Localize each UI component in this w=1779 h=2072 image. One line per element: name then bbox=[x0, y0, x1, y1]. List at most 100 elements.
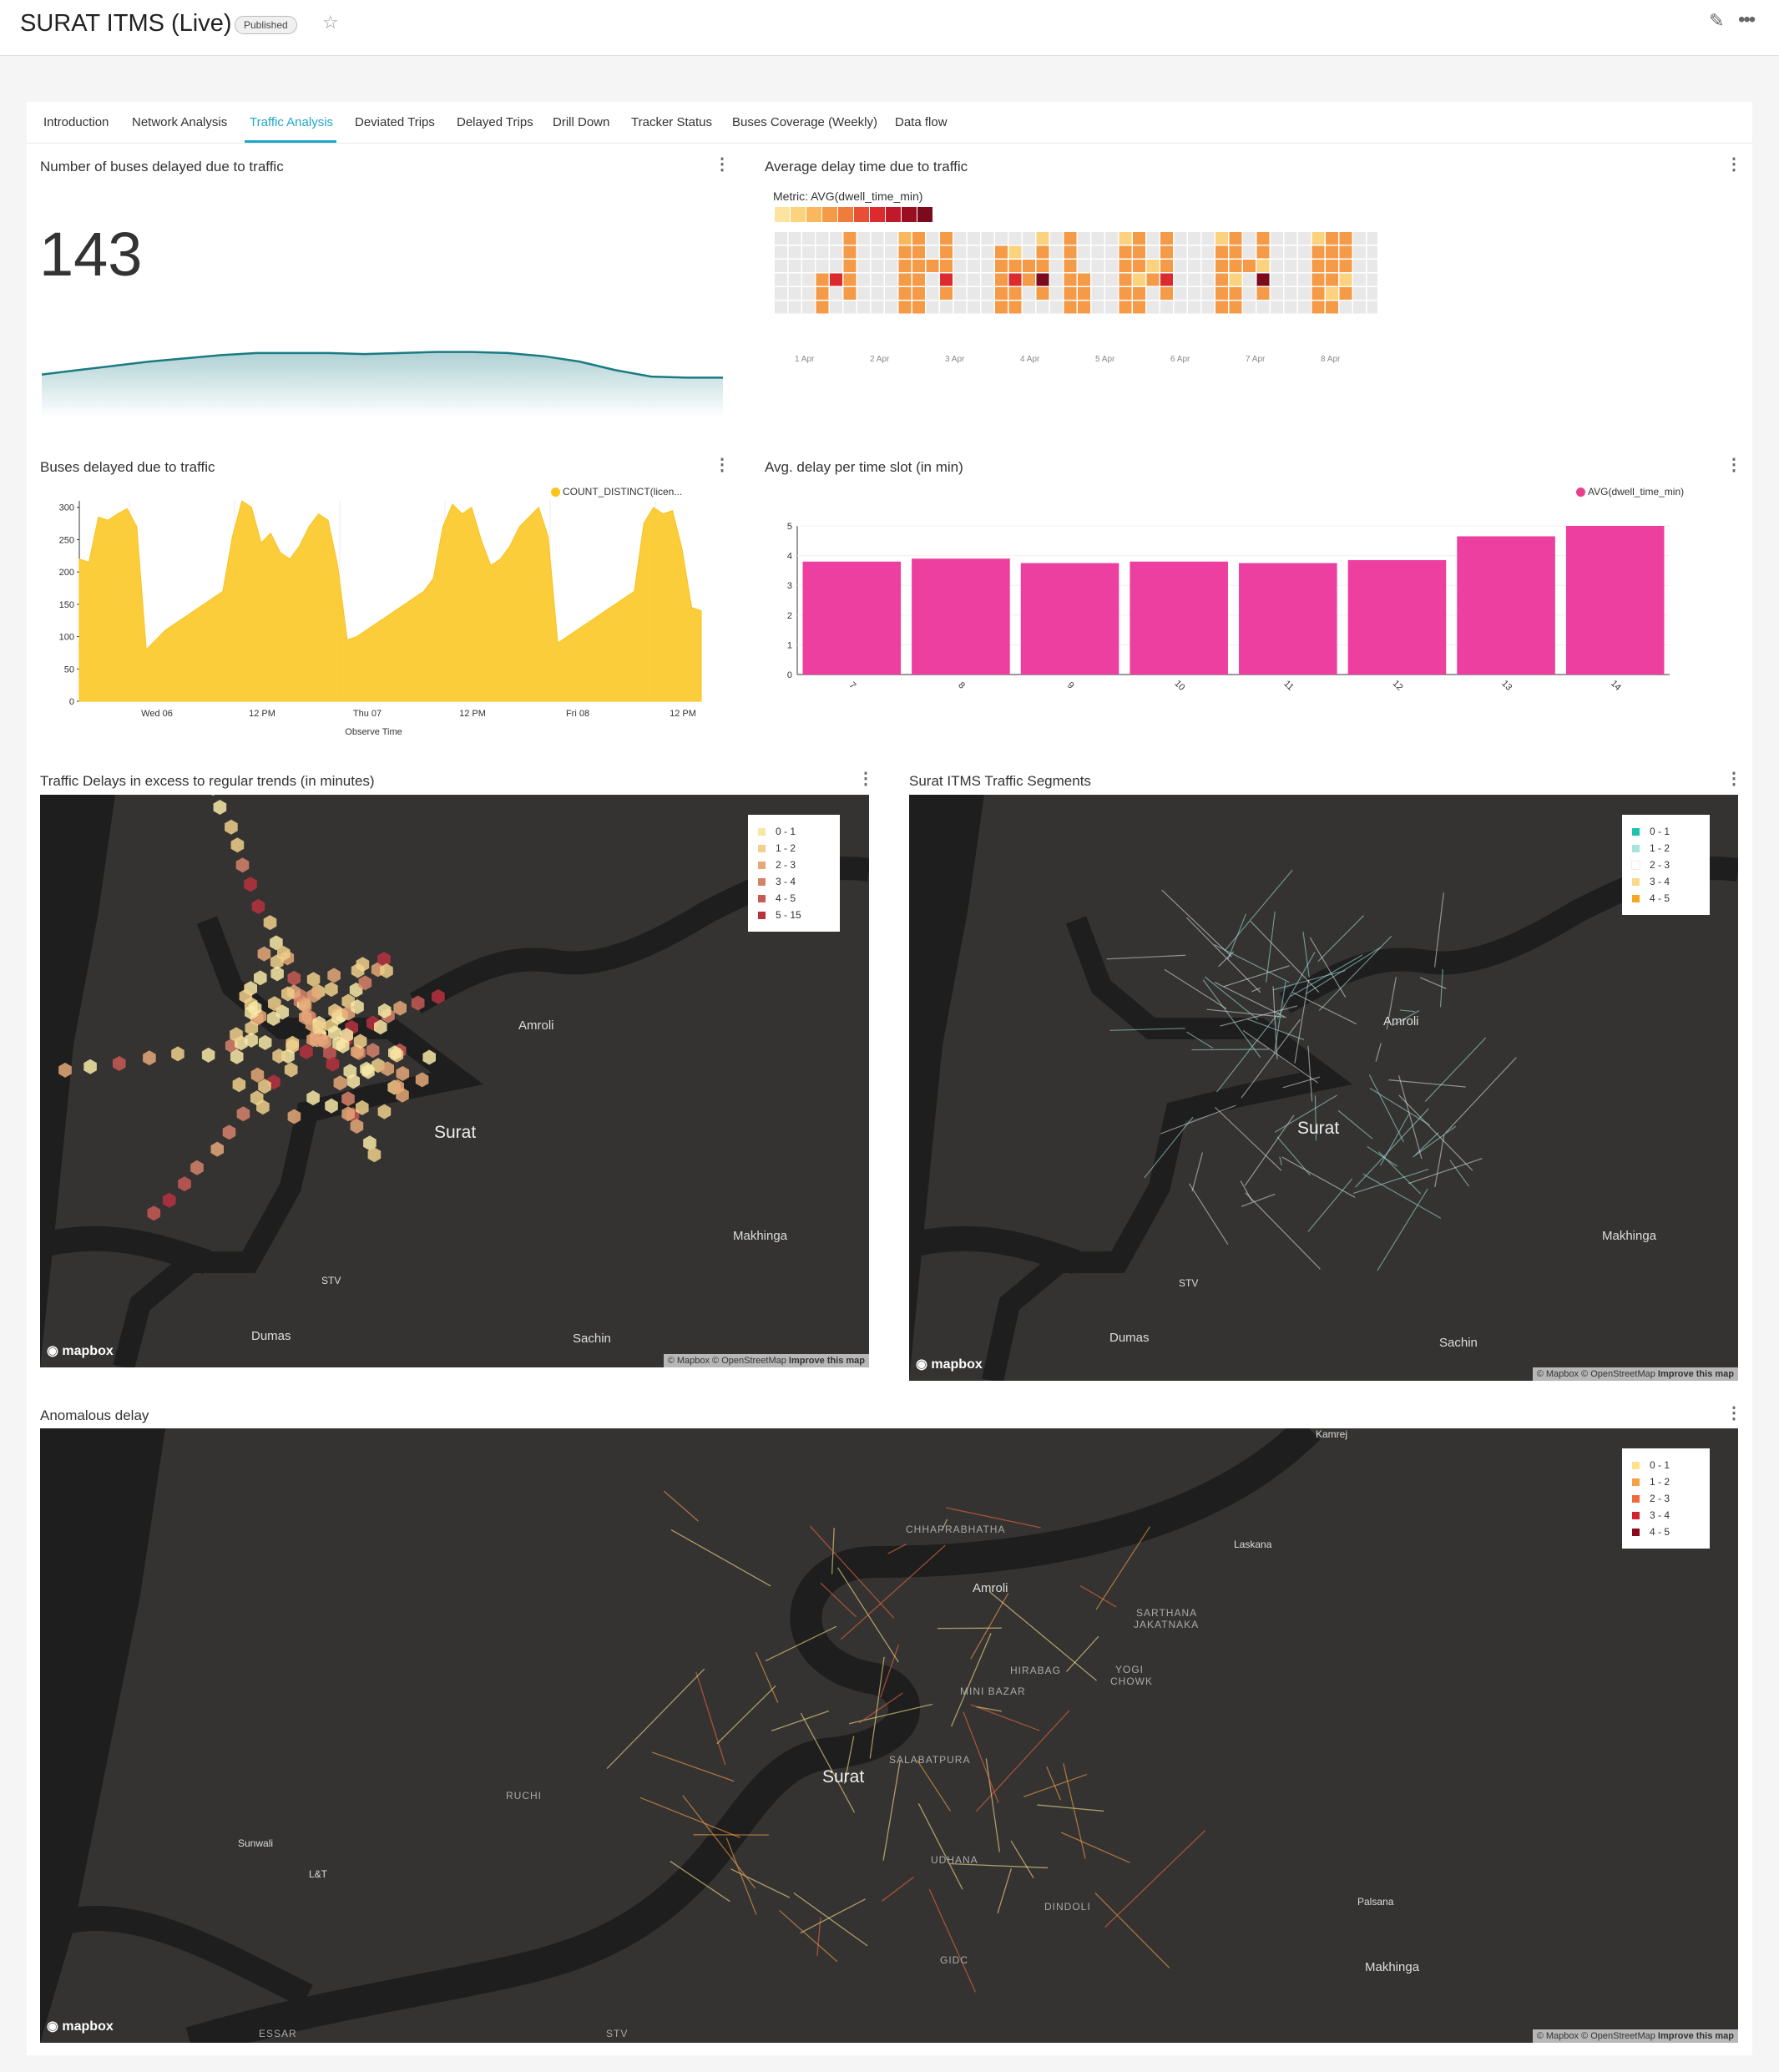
hexbin bbox=[381, 1061, 394, 1077]
y-tick-label: 300 bbox=[59, 503, 74, 513]
heatmap-cell bbox=[1064, 232, 1077, 245]
hexbin bbox=[213, 800, 227, 815]
bar bbox=[802, 561, 902, 675]
heatmap-cell bbox=[857, 287, 870, 300]
mapbox-logo[interactable]: ◉ mapbox bbox=[47, 1344, 114, 1358]
road-segment bbox=[1352, 1169, 1429, 1195]
map2-legend: 0 - 1 1 - 2 2 - 3 3 - 4 4 - 5 bbox=[1622, 815, 1710, 915]
heatmap-cell bbox=[940, 301, 953, 314]
heatmap-cell bbox=[1078, 287, 1090, 300]
road-segment bbox=[970, 1704, 1040, 1731]
road-segment bbox=[1063, 1763, 1086, 1859]
x-tick-label: 10 bbox=[1172, 679, 1186, 693]
heatmap-x-tick: 7 Apr bbox=[1246, 355, 1266, 364]
road-segment bbox=[1241, 1193, 1276, 1207]
published-badge[interactable]: Published bbox=[235, 16, 297, 34]
heatmap-cell bbox=[981, 260, 994, 272]
heatmap-cell bbox=[857, 301, 870, 314]
area-legend[interactable]: COUNT_DISTINCT(licen... bbox=[551, 486, 682, 498]
map-canvas[interactable] bbox=[40, 1428, 1738, 2043]
heatmap-cell bbox=[802, 232, 815, 245]
heatmap-cell bbox=[995, 232, 1008, 245]
legend-row: 1 - 2 bbox=[758, 840, 830, 857]
heatmap-cell bbox=[816, 260, 829, 272]
legend-label: 0 - 1 bbox=[776, 826, 796, 837]
legend-label: 3 - 4 bbox=[776, 876, 796, 887]
mapbox-logo[interactable]: ◉ mapbox bbox=[47, 2019, 114, 2034]
card-menu-icon[interactable]: ⋮ bbox=[1726, 1404, 1742, 1423]
map-attribution[interactable]: © Mapbox © OpenStreetMap Improve this ma… bbox=[663, 1354, 869, 1367]
map-label: Kamrej bbox=[1316, 1428, 1348, 1440]
card-menu-icon[interactable]: ⋮ bbox=[1726, 456, 1742, 474]
card-menu-icon[interactable]: ⋮ bbox=[1726, 770, 1742, 788]
road-segment bbox=[941, 1519, 948, 1532]
heatmap-cell bbox=[1050, 232, 1063, 245]
bar-legend[interactable]: AVG(dwell_time_min) bbox=[1576, 486, 1684, 498]
heatmap-cell bbox=[1174, 245, 1187, 259]
heatmap-cell bbox=[830, 287, 842, 300]
hexbin bbox=[113, 1056, 126, 1071]
road-segment bbox=[1023, 1773, 1088, 1798]
favorite-star-icon[interactable]: ☆ bbox=[322, 12, 339, 33]
map-label: Surat bbox=[1297, 1119, 1340, 1138]
road-segment bbox=[1144, 1116, 1194, 1179]
heatmap-cell bbox=[1174, 287, 1187, 300]
legend-label: 4 - 5 bbox=[1650, 1526, 1670, 1538]
map-attribution[interactable]: © Mapbox © OpenStreetMap Improve this ma… bbox=[1532, 1367, 1738, 1381]
card-menu-icon[interactable]: ⋮ bbox=[1726, 155, 1742, 174]
heatmap-cell bbox=[1312, 245, 1325, 259]
heatmap-cell bbox=[816, 287, 829, 300]
heatmap-cell bbox=[1367, 232, 1377, 245]
heatmap-cell bbox=[1215, 273, 1228, 286]
heatmap-cell bbox=[1243, 232, 1256, 245]
hexbin bbox=[143, 1050, 156, 1066]
map-label: JAKATNAKA bbox=[1134, 1619, 1200, 1630]
road-segment bbox=[879, 1644, 900, 1698]
road-segment bbox=[1369, 1088, 1431, 1126]
hexbin bbox=[256, 1099, 270, 1115]
bar bbox=[1130, 561, 1228, 675]
anomalous-delay-map[interactable]: Kamrej CHHAPRABHATHA Laskana Amroli SART… bbox=[40, 1428, 1738, 2043]
hexbin bbox=[306, 1090, 320, 1106]
tab-introduction[interactable]: Introduction bbox=[43, 115, 109, 129]
map-canvas[interactable] bbox=[909, 795, 1738, 1381]
tab-traffic-analysis[interactable]: Traffic Analysis bbox=[250, 115, 334, 129]
heatmap-cell bbox=[802, 287, 815, 300]
heatmap-x-tick: 1 Apr bbox=[795, 355, 815, 364]
tab-buses-coverage[interactable]: Buses Coverage (Weekly) bbox=[732, 115, 877, 129]
card-menu-icon[interactable]: ⋮ bbox=[714, 155, 730, 174]
heatmap-cell bbox=[1064, 260, 1077, 272]
road-segment bbox=[1214, 982, 1285, 1018]
heatmap-cell bbox=[981, 232, 994, 245]
tab-drill-down[interactable]: Drill Down bbox=[553, 115, 610, 129]
heatmap-cell bbox=[843, 245, 857, 259]
legend-row: 3 - 4 bbox=[1632, 1507, 1700, 1524]
more-options-icon[interactable]: ••• bbox=[1738, 8, 1756, 31]
tab-network-analysis[interactable]: Network Analysis bbox=[132, 115, 228, 129]
heatmap-cell bbox=[1284, 287, 1297, 300]
heatmap-cell bbox=[843, 301, 857, 314]
hexbin bbox=[257, 946, 271, 962]
edit-pencil-icon[interactable]: ✎ bbox=[1709, 10, 1725, 31]
heatmap-cell bbox=[1064, 301, 1077, 314]
tab-deviated-trips[interactable]: Deviated Trips bbox=[355, 115, 435, 129]
hexbin bbox=[374, 1019, 387, 1035]
heatmap-cell bbox=[871, 287, 884, 300]
card-menu-icon[interactable]: ⋮ bbox=[857, 770, 874, 788]
heatmap-cell bbox=[968, 232, 980, 245]
heatmap-cell bbox=[816, 301, 829, 314]
tab-data-flow[interactable]: Data flow bbox=[895, 115, 948, 129]
mapbox-logo[interactable]: ◉ mapbox bbox=[916, 1357, 983, 1372]
heatmap-cell bbox=[1105, 232, 1118, 245]
hexbin-map[interactable]: Amroli Surat Makhinga STV Dumas Sachin 0… bbox=[40, 795, 869, 1367]
tab-delayed-trips[interactable]: Delayed Trips bbox=[457, 115, 533, 129]
road-segment bbox=[858, 1692, 903, 1724]
card-menu-icon[interactable]: ⋮ bbox=[714, 456, 730, 474]
map-canvas[interactable] bbox=[40, 795, 869, 1367]
hexbin bbox=[287, 1109, 301, 1124]
map-attribution[interactable]: © Mapbox © OpenStreetMap Improve this ma… bbox=[1532, 2029, 1738, 2043]
segments-map[interactable]: Amroli Surat Makhinga STV Dumas Sachin 0… bbox=[909, 795, 1738, 1381]
tab-tracker-status[interactable]: Tracker Status bbox=[631, 115, 712, 129]
hexbin bbox=[333, 1075, 347, 1091]
heatmap-cell bbox=[1174, 301, 1187, 314]
